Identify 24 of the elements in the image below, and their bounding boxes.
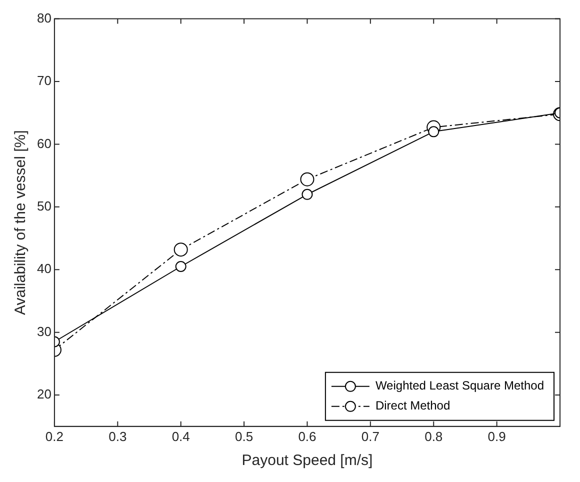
x-tick-label: 0.4 bbox=[172, 428, 190, 444]
legend-label: Weighted Least Square Method bbox=[375, 378, 544, 393]
point bbox=[428, 126, 440, 138]
x-tick-label: 0.2 bbox=[45, 428, 64, 444]
x-tick-label: 0.7 bbox=[361, 428, 380, 444]
y-tick-label: 70 bbox=[36, 73, 52, 88]
legend-label: Direct Method bbox=[375, 398, 450, 413]
x-tick-label: 0.5 bbox=[235, 428, 254, 444]
y-tick-label: 50 bbox=[36, 198, 52, 214]
x-tick-label: 0.8 bbox=[424, 428, 443, 444]
x-tick-label: 0.3 bbox=[108, 428, 127, 444]
y-axis-title: Availability of the vessel [%] bbox=[12, 130, 30, 316]
y-tick-label: 30 bbox=[36, 324, 52, 339]
x-tick-label: 0.6 bbox=[298, 428, 316, 444]
y-tick-label: 40 bbox=[36, 261, 52, 276]
x-axis-title: Payout Speed [m/s] bbox=[242, 452, 373, 470]
y-tick-label: 20 bbox=[36, 386, 52, 402]
x-tick-label: 0.9 bbox=[488, 428, 506, 444]
point bbox=[174, 242, 188, 257]
point bbox=[302, 188, 313, 200]
y-tick-label: 80 bbox=[36, 10, 52, 26]
point bbox=[300, 172, 314, 186]
y-tick-label: 60 bbox=[36, 136, 52, 151]
point bbox=[175, 260, 186, 272]
